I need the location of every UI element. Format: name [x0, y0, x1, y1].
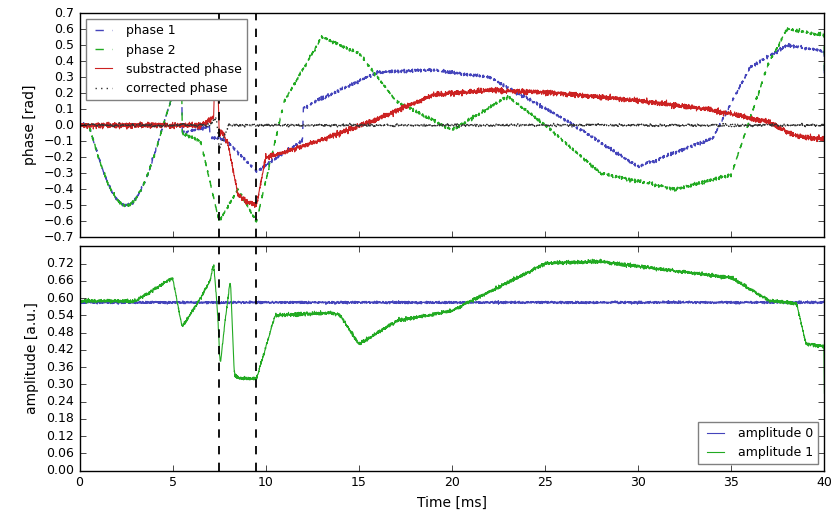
- Line: amplitude 0: amplitude 0: [79, 301, 823, 304]
- phase 2: [387, 95, 397, 101]
- phase 1: [118, 203, 128, 210]
- substracted phase: [615, 96, 625, 103]
- phase 1: [74, 122, 84, 129]
- phase 1: [615, 152, 625, 158]
- phase 1: [759, 55, 769, 61]
- Line: corrected phase: corrected phase: [79, 117, 823, 149]
- substracted phase: [212, 29, 222, 35]
- phase 2: [428, 116, 438, 122]
- amplitude 0: [428, 299, 438, 305]
- amplitude 0: [320, 301, 330, 308]
- phase 1: [428, 67, 438, 73]
- amplitude 0: [492, 298, 502, 304]
- amplitude 1: [74, 383, 84, 390]
- corrected phase: [214, 146, 224, 152]
- corrected phase: [387, 123, 397, 129]
- phase 1: [393, 67, 403, 74]
- Line: amplitude 1: amplitude 1: [79, 259, 823, 393]
- substracted phase: [428, 92, 438, 98]
- substracted phase: [387, 107, 397, 113]
- Line: phase 2: phase 2: [79, 28, 823, 223]
- phase 2: [759, 71, 769, 77]
- phase 1: [387, 69, 397, 75]
- corrected phase: [796, 120, 806, 127]
- amplitude 0: [393, 298, 403, 304]
- phase 2: [393, 99, 403, 106]
- phase 2: [818, 68, 828, 74]
- Line: phase 1: phase 1: [79, 43, 823, 207]
- corrected phase: [615, 121, 625, 128]
- amplitude 1: [759, 294, 769, 301]
- substracted phase: [393, 106, 403, 112]
- Line: substracted phase: substracted phase: [79, 32, 823, 208]
- amplitude 0: [615, 300, 625, 306]
- corrected phase: [759, 122, 769, 129]
- corrected phase: [210, 113, 220, 120]
- phase 2: [615, 175, 625, 181]
- phase 1: [781, 40, 791, 47]
- corrected phase: [428, 122, 438, 129]
- corrected phase: [74, 121, 84, 128]
- phase 2: [74, 121, 84, 128]
- amplitude 1: [428, 311, 438, 317]
- phase 2: [796, 28, 806, 34]
- Y-axis label: phase [rad]: phase [rad]: [23, 85, 37, 165]
- X-axis label: Time [ms]: Time [ms]: [416, 496, 487, 510]
- amplitude 1: [796, 324, 806, 330]
- substracted phase: [249, 204, 259, 211]
- Legend: phase 1, phase 2, substracted phase, corrected phase: phase 1, phase 2, substracted phase, cor…: [85, 19, 247, 100]
- amplitude 0: [759, 299, 769, 305]
- amplitude 1: [818, 390, 828, 396]
- corrected phase: [818, 122, 828, 129]
- phase 1: [796, 44, 806, 51]
- amplitude 1: [387, 320, 397, 326]
- phase 2: [782, 25, 792, 31]
- corrected phase: [393, 122, 403, 129]
- Y-axis label: amplitude [a.u.]: amplitude [a.u.]: [25, 303, 39, 414]
- amplitude 1: [594, 256, 604, 263]
- substracted phase: [74, 123, 84, 130]
- amplitude 1: [393, 318, 403, 324]
- phase 1: [818, 77, 828, 84]
- Legend: amplitude 0, amplitude 1: amplitude 0, amplitude 1: [697, 422, 818, 464]
- amplitude 0: [74, 299, 84, 305]
- amplitude 0: [387, 300, 397, 306]
- phase 2: [214, 220, 224, 226]
- substracted phase: [759, 116, 769, 122]
- amplitude 1: [615, 260, 625, 267]
- substracted phase: [818, 138, 828, 144]
- amplitude 0: [796, 299, 806, 305]
- amplitude 0: [818, 298, 828, 304]
- substracted phase: [796, 132, 806, 138]
